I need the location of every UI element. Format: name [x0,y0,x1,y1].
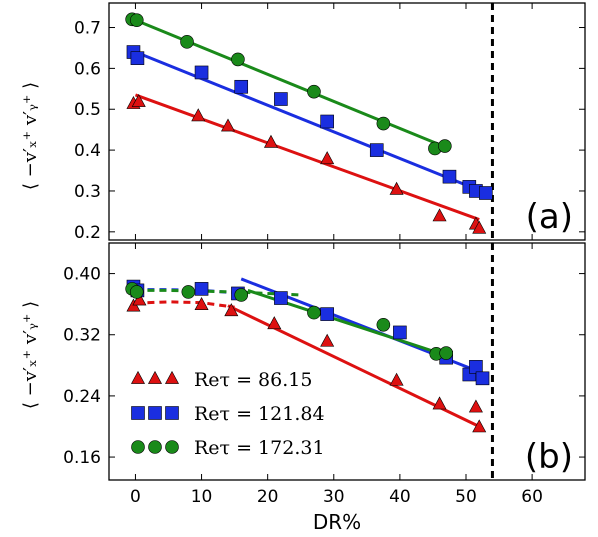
legend-marker-1 [148,406,162,420]
x-tick-label: 50 [455,487,477,507]
plot-frame [108,2,586,241]
series-1-point [369,143,384,157]
series-1-point [320,307,334,321]
y-tick-label: 0.6 [74,59,101,79]
series-2-point [376,116,391,131]
series-0-point [220,118,236,132]
x-tick-label: 20 [257,487,279,507]
panel-a: 0.2 0.3 0.4 0.5 0.6 0.7 (a) [74,2,586,243]
series-1-point [320,114,334,129]
panel-label: (b) [525,437,573,477]
panel-label: (a) [526,197,573,237]
series-0-point [432,396,447,410]
series-2-point [307,305,321,320]
series-0-point [468,399,483,413]
x-tick-label: 10 [191,487,213,507]
series-0-point [131,93,146,107]
series-0-point [191,108,206,122]
series-0-point [472,220,487,234]
y-tick-label: 0.7 [74,19,101,39]
series-2-point [439,346,453,360]
legend-marker-0 [164,370,180,384]
legend-marker-2 [165,440,179,454]
series-0-point [132,292,147,306]
y-tick-label: 0.3 [74,182,101,202]
series-0-fit-line [134,93,480,221]
series-0-point [432,208,447,222]
x-tick-label: 60 [521,487,543,507]
series-0-point [472,419,487,433]
y-tick-label: 0.5 [74,100,101,120]
panel-a-ylabel: ⟨ −v′ₓ⁺ v′ᵧ⁺ ⟩ [20,82,41,190]
series-2-point [234,288,249,302]
series-2-dashed-fit [135,288,301,297]
x-tick-label: 30 [323,487,345,507]
series-1-point [194,65,209,80]
series-2-point [307,84,321,99]
series-2-point [438,139,452,153]
series-1-point [442,169,457,184]
series-0-point [267,316,282,330]
series-1-fit-line [134,50,487,195]
series-1-point [234,79,249,94]
series-1-point [274,291,288,305]
series-0-point [263,134,278,148]
series-2-point [129,13,144,27]
y-tick-label: 0.40 [63,265,101,285]
y-tick-label: 0.4 [74,141,101,161]
y-tick-label: 0.24 [63,387,101,407]
series-0-point [320,333,335,347]
series-2-point [180,35,194,49]
series-0-point [320,151,335,165]
legend-label: Reτ = 86.15 [194,369,312,391]
series-1-point [194,282,209,296]
x-tick-label: 40 [389,487,411,507]
legend-marker-0 [130,370,146,384]
series-1-point [479,186,493,200]
series-2-point [181,285,196,299]
series-2-point [231,52,245,67]
series-1-point [274,92,288,106]
legend-label: Reτ = 121.84 [194,403,325,425]
series-0-point [224,303,239,317]
panel-b: 0.16 0.24 0.32 0.40 0 10 20 30 40 50 60 (b) Reτ = 86… [63,242,586,507]
legend-marker-2 [148,440,162,454]
y-tick-label: 0.2 [74,223,101,243]
legend-marker-2 [131,440,145,454]
x-axis-label: DR% [313,510,361,534]
series-1-point [393,325,407,340]
x-tick-label: 0 [130,487,141,507]
plot-frame [108,242,586,481]
legend-marker-0 [147,370,163,384]
series-0-point [389,181,404,195]
legend-marker-1 [165,406,179,420]
series-2-point [376,318,391,332]
series-1-point [475,371,490,386]
legend: Reτ = 86.15 Reτ = 121.84 Reτ = 172.31 [130,369,325,459]
legend-label: Reτ = 172.31 [194,437,325,459]
series-1-point [130,51,145,65]
panel-b-ylabel: ⟨ −v′ₓ⁺ v′ᵧ⁺ ⟩ [20,301,41,409]
series-2-point [129,285,144,299]
y-tick-label: 0.16 [63,448,101,468]
series-0-point [194,297,209,310]
series-0-dashed-fit [135,300,235,309]
series-0-point [389,372,404,386]
legend-marker-1 [131,406,145,420]
series-1-point [469,360,483,374]
y-tick-label: 0.32 [63,326,101,346]
